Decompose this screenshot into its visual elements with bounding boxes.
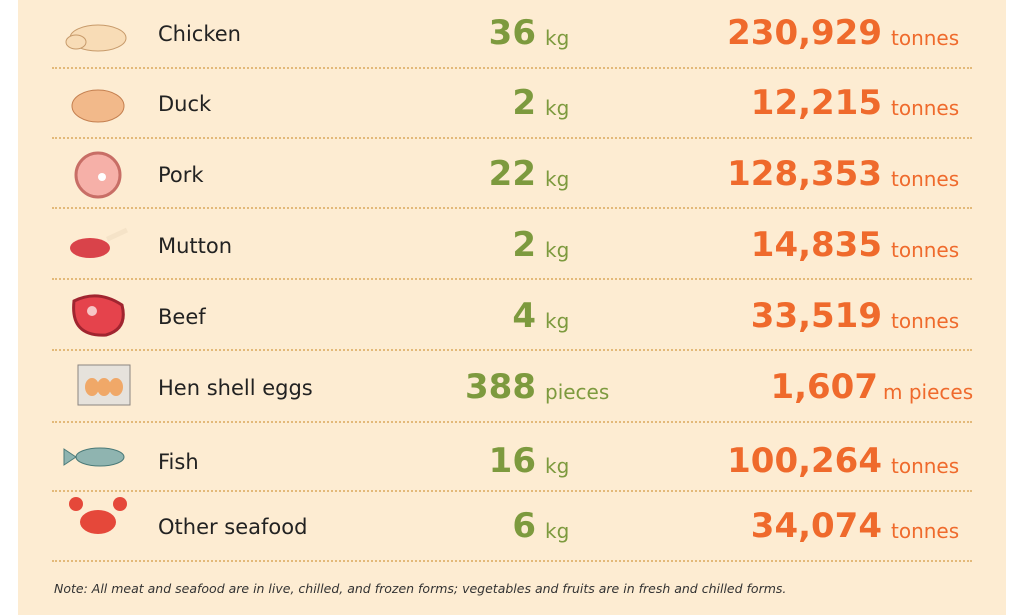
total-unit: tonnes xyxy=(891,238,960,262)
chicken-icon xyxy=(65,24,127,52)
total-unit: tonnes xyxy=(891,167,960,191)
item-name: Fish xyxy=(158,450,199,474)
duck-icon xyxy=(71,89,125,123)
total-unit: tonnes xyxy=(891,309,960,333)
beef-icon xyxy=(72,294,125,337)
crab-icon xyxy=(69,497,127,534)
total-value: 230,929 xyxy=(727,13,882,53)
per-capita-value: 4 xyxy=(512,296,536,336)
total-value: 1,607 xyxy=(770,367,878,407)
icons xyxy=(63,24,131,534)
panel: Chicken 36 kg 230,929 tonnes Duck 2 kg 12,215 ton… xyxy=(18,0,1006,615)
total-value: 14,835 xyxy=(750,225,882,265)
total-unit: tonnes xyxy=(891,96,960,120)
item-name: Mutton xyxy=(158,234,233,258)
per-capita-unit: pieces xyxy=(545,380,610,404)
per-capita-unit: kg xyxy=(545,96,570,120)
per-capita-unit: kg xyxy=(545,238,570,262)
per-capita-unit: kg xyxy=(545,167,570,191)
eggs-icon xyxy=(77,364,131,406)
row-separator xyxy=(52,349,972,351)
item-name: Pork xyxy=(158,163,204,187)
fish-icon xyxy=(63,447,125,467)
per-capita-value: 2 xyxy=(512,83,536,123)
total-unit: tonnes xyxy=(891,454,960,478)
item-name: Duck xyxy=(158,92,212,116)
item-name: Chicken xyxy=(158,22,241,46)
total-unit: tonnes xyxy=(891,519,960,543)
row-separator xyxy=(52,490,972,492)
total-unit: tonnes xyxy=(891,26,960,50)
per-capita-value: 16 xyxy=(488,441,536,481)
total-value: 34,074 xyxy=(750,506,882,546)
pork-icon xyxy=(74,151,122,199)
total-value: 12,215 xyxy=(750,83,882,123)
item-name: Beef xyxy=(158,305,206,329)
total-value: 128,353 xyxy=(727,154,882,194)
per-capita-value: 2 xyxy=(512,225,536,265)
row-separator xyxy=(52,421,972,423)
per-capita-unit: kg xyxy=(545,454,570,478)
per-capita-value: 22 xyxy=(488,154,536,194)
per-capita-value: 388 xyxy=(465,367,536,407)
item-name: Other seafood xyxy=(158,515,308,539)
item-name: Hen shell eggs xyxy=(158,376,313,400)
total-unit: m pieces xyxy=(883,380,974,404)
row-separator xyxy=(52,137,972,139)
row-separator xyxy=(52,207,972,209)
row-separator xyxy=(52,560,972,562)
per-capita-value: 6 xyxy=(512,506,536,546)
mutton-icon xyxy=(70,227,129,258)
row-separator xyxy=(52,67,972,69)
note: Note: All meat and seafood are in live, … xyxy=(54,581,787,596)
per-capita-value: 36 xyxy=(488,13,536,53)
total-value: 100,264 xyxy=(727,441,882,481)
per-capita-unit: kg xyxy=(545,519,570,543)
total-value: 33,519 xyxy=(750,296,882,336)
per-capita-unit: kg xyxy=(545,26,570,50)
per-capita-unit: kg xyxy=(545,309,570,333)
row-separator xyxy=(52,278,972,280)
